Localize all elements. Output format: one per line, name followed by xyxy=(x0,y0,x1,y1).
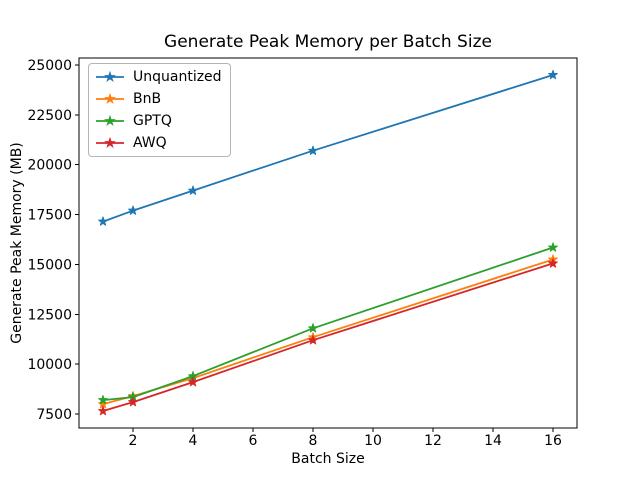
x-tick-label: 16 xyxy=(544,433,562,449)
y-tick-label: 17500 xyxy=(27,208,72,224)
legend-line-sample xyxy=(96,70,124,83)
legend-line-sample xyxy=(96,136,124,149)
legend-label: BnB xyxy=(133,91,162,107)
x-tick-label: 10 xyxy=(364,433,382,449)
legend-line-sample xyxy=(96,92,124,105)
x-tick-label: 12 xyxy=(424,433,442,449)
x-tick-label: 8 xyxy=(309,433,318,449)
y-tick-label: 12500 xyxy=(27,307,72,323)
data-point-marker xyxy=(128,205,138,215)
x-tick-label: 6 xyxy=(249,433,258,449)
series-line xyxy=(102,246,554,401)
legend-label: GPTQ xyxy=(133,113,172,129)
x-tick-label: 14 xyxy=(484,433,502,449)
data-point-marker xyxy=(98,405,108,416)
data-point-marker xyxy=(98,216,108,226)
legend-label: Unquantized xyxy=(133,69,222,85)
series-line xyxy=(102,262,554,412)
y-tick-label: 10000 xyxy=(27,357,72,373)
y-tick-label: 20000 xyxy=(27,158,72,174)
data-point-marker xyxy=(188,377,198,387)
data-point-marker xyxy=(308,323,318,333)
data-point-marker xyxy=(308,335,318,345)
legend-line-sample xyxy=(96,114,124,127)
legend-item: AWQ xyxy=(95,132,222,154)
legend-item: Unquantized xyxy=(95,66,222,88)
legend-item: BnB xyxy=(95,88,222,110)
legend: Unquantized BnB GPTQ AWQ xyxy=(88,63,231,157)
x-axis-label: Batch Size xyxy=(291,451,365,467)
x-tick-label: 2 xyxy=(129,433,138,449)
y-tick-label: 25000 xyxy=(27,58,72,74)
data-point-marker xyxy=(308,145,318,155)
y-tick-label: 22500 xyxy=(27,108,72,124)
y-tick-label: 15000 xyxy=(27,257,72,273)
x-tick-label: 4 xyxy=(189,433,198,449)
chart-title: Generate Peak Memory per Batch Size xyxy=(164,32,492,52)
data-point-marker xyxy=(548,69,558,80)
data-point-marker xyxy=(98,398,108,409)
legend-label: AWQ xyxy=(133,135,167,151)
data-point-marker xyxy=(98,394,108,405)
data-point-marker xyxy=(548,258,558,268)
plot-border xyxy=(78,57,578,429)
data-point-marker xyxy=(128,396,138,407)
series-line xyxy=(102,258,554,405)
legend-item: GPTQ xyxy=(95,110,222,132)
data-point-marker xyxy=(548,242,558,252)
data-point-marker xyxy=(188,185,198,195)
y-axis-label: Generate Peak Memory (MB) xyxy=(9,142,25,344)
y-tick-label: 7500 xyxy=(36,407,72,423)
